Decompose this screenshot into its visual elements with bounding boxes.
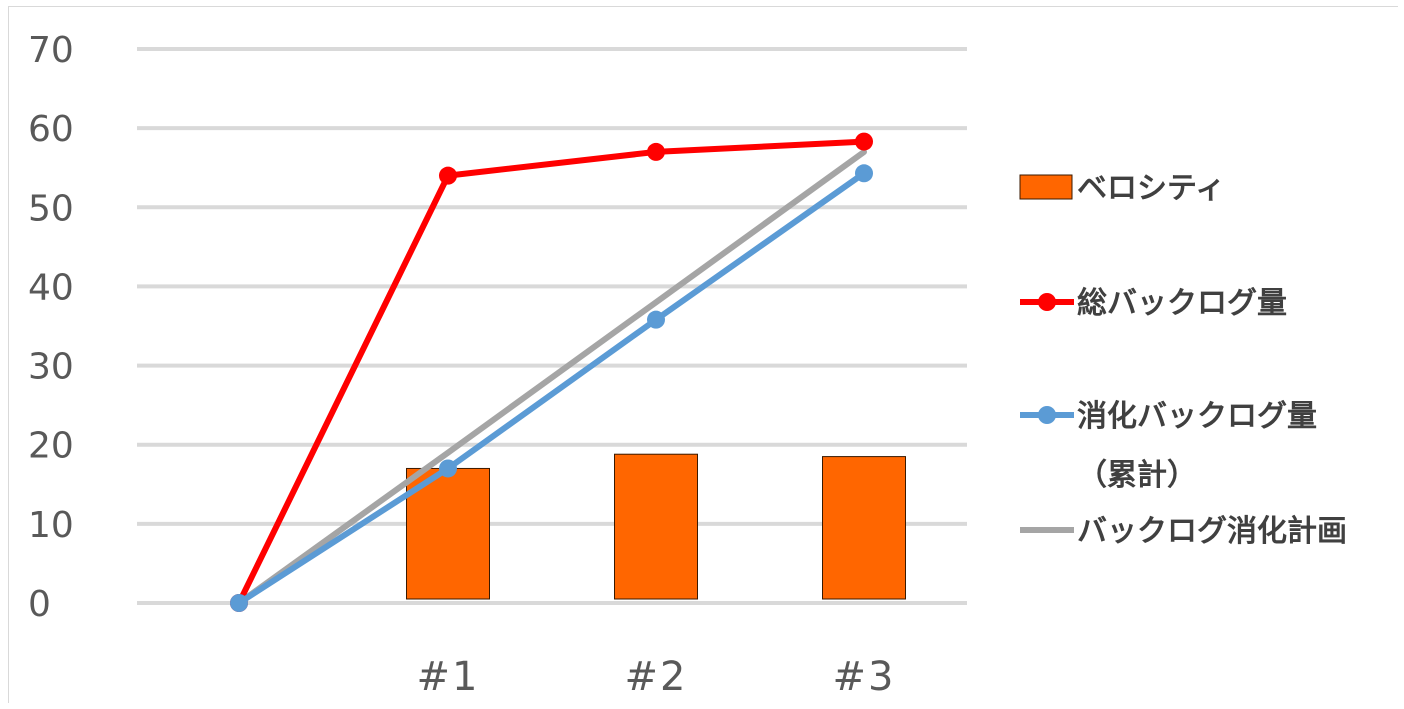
bar <box>822 456 906 600</box>
x-axis-ticks: #1 #2 #3 <box>417 654 896 700</box>
series-line <box>236 138 867 606</box>
y-tick-label: 50 <box>28 188 74 229</box>
lines <box>230 132 873 612</box>
data-point <box>855 164 873 183</box>
y-tick-label: 40 <box>28 267 74 308</box>
data-point <box>647 310 665 329</box>
legend-swatch <box>1019 174 1073 200</box>
legend-label: ベロシティ <box>1077 171 1225 206</box>
legend-marker <box>1038 406 1056 424</box>
data-point <box>439 166 457 185</box>
legend-label-line2: （累計） <box>1077 458 1197 493</box>
x-tick-label: #2 <box>625 654 688 700</box>
bar <box>614 453 698 600</box>
y-tick-label: 70 <box>28 30 74 71</box>
legend-marker <box>1038 293 1056 311</box>
y-tick-label: 10 <box>28 505 74 546</box>
bars <box>406 453 906 600</box>
x-tick-label: #3 <box>833 654 896 700</box>
y-tick-label: 30 <box>28 347 74 388</box>
y-tick-label: 20 <box>28 426 74 467</box>
data-point <box>855 132 873 151</box>
data-point <box>647 142 665 161</box>
chart-frame <box>8 6 1398 703</box>
series-line <box>236 170 867 606</box>
y-axis-ticks: 0 10 20 30 40 50 60 70 <box>28 30 74 625</box>
data-point <box>439 459 457 478</box>
legend-label: バックログ消化計画 <box>1077 514 1347 549</box>
y-tick-label: 0 <box>28 584 51 625</box>
series-line <box>236 148 867 606</box>
legend-label: 総バックログ量 <box>1077 286 1287 321</box>
legend-label: 消化バックログ量 <box>1077 399 1317 434</box>
y-tick-label: 60 <box>28 109 74 150</box>
data-point <box>230 594 248 612</box>
gridlines <box>137 47 967 605</box>
x-tick-label: #1 <box>417 654 480 700</box>
